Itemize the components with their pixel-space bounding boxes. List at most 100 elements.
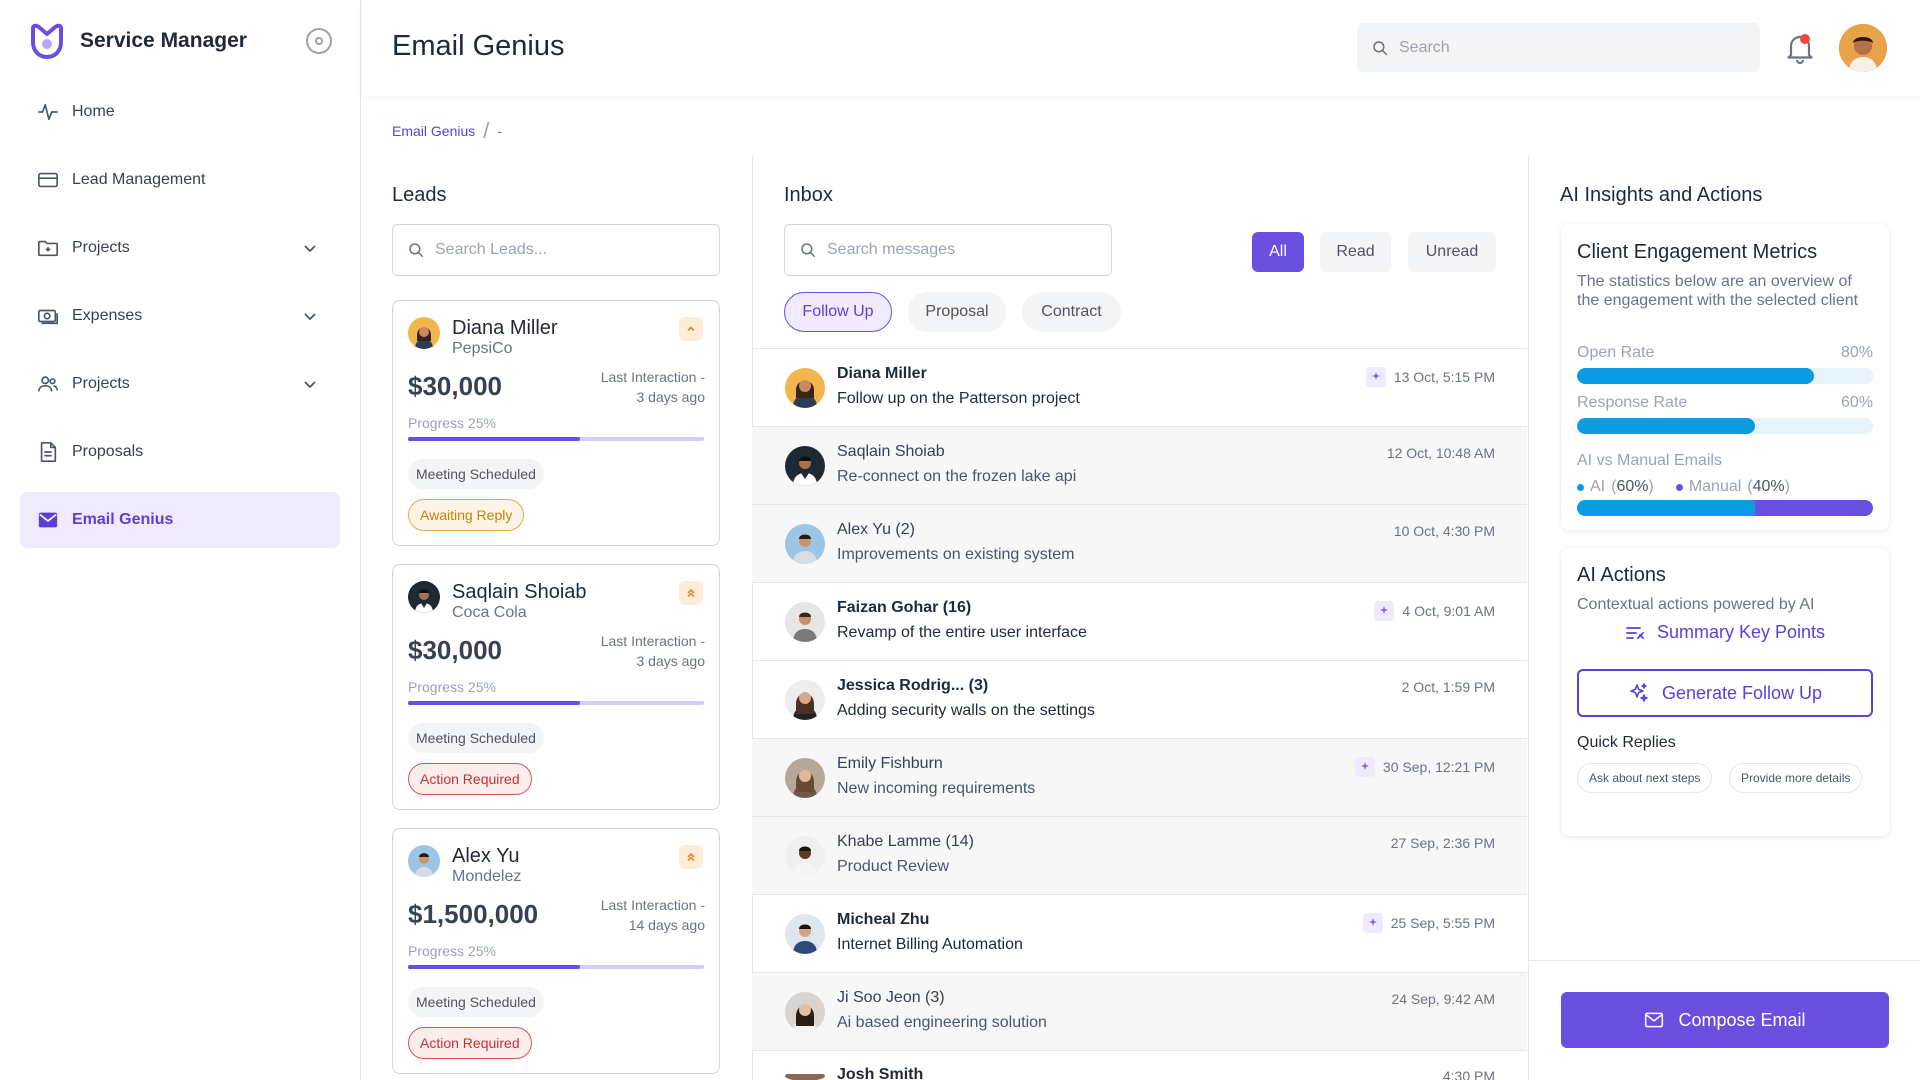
- lead-progress-label: Progress 25%: [408, 415, 496, 431]
- breadcrumb-current: -: [497, 123, 503, 139]
- quick-reply-chip[interactable]: Ask about next steps: [1577, 763, 1713, 793]
- engagement-metrics-card: Client Engagement Metrics The statistics…: [1561, 224, 1889, 530]
- chevron-down-icon[interactable]: [302, 376, 318, 392]
- quick-reply-chip[interactable]: Provide more details: [1729, 763, 1863, 793]
- filter-unread-button[interactable]: Unread: [1408, 232, 1496, 272]
- ai-vs-manual-legend: AI (60%) Manual (40%): [1577, 478, 1790, 496]
- message-row[interactable]: Saqlain Shoiab Re-connect on the frozen …: [752, 426, 1527, 504]
- filter-read-button[interactable]: Read: [1320, 232, 1391, 272]
- message-time: 2 Oct, 1:59 PM: [1401, 679, 1495, 695]
- manual-legend-value: 40%: [1752, 478, 1785, 495]
- leads-search[interactable]: [392, 224, 720, 276]
- message-row[interactable]: Micheal Zhu Internet Billing Automation …: [752, 894, 1527, 972]
- message-row[interactable]: Alex Yu (2) Improvements on existing sys…: [752, 504, 1527, 582]
- message-time: 10 Oct, 4:30 PM: [1393, 523, 1495, 539]
- message-subject: Adding security walls on the settings: [837, 702, 1095, 719]
- leads-title: Leads: [392, 184, 447, 206]
- sidebar-item-lead-management[interactable]: Lead Management: [20, 152, 340, 208]
- ai-vs-manual-label: AI vs Manual Emails: [1577, 452, 1722, 469]
- inbox-search[interactable]: [784, 224, 1112, 276]
- leads-search-input[interactable]: [435, 241, 695, 259]
- breadcrumb-link[interactable]: Email Genius: [392, 123, 476, 139]
- message-row[interactable]: Emily Fishburn New incoming requirements…: [752, 738, 1527, 816]
- compose-email-button[interactable]: Compose Email: [1561, 992, 1889, 1048]
- brand[interactable]: Service Manager: [28, 22, 247, 60]
- sidebar-collapse-button[interactable]: [306, 28, 332, 54]
- lead-progress-bar: [408, 437, 704, 441]
- filter-all-button[interactable]: All: [1252, 232, 1304, 272]
- inbox-title: Inbox: [784, 184, 833, 206]
- lead-last-value: 3 days ago: [636, 653, 706, 669]
- mail-icon: [1645, 1012, 1664, 1028]
- message-time: 27 Sep, 2:36 PM: [1390, 835, 1495, 851]
- message-subject: Improvements on existing system: [837, 546, 1075, 563]
- message-sender: Emily Fishburn: [837, 755, 943, 772]
- lead-progress-fill: [408, 965, 580, 969]
- open-rate-label: Open Rate: [1577, 344, 1655, 361]
- message-sender: Faizan Gohar (16): [837, 599, 972, 616]
- category-follow-up[interactable]: Follow Up: [784, 292, 892, 332]
- sparkle-icon: [1354, 757, 1375, 777]
- message-row[interactable]: Faizan Gohar (16) Revamp of the entire u…: [752, 582, 1527, 660]
- compose-email-label: Compose Email: [1678, 1009, 1806, 1030]
- generate-follow-up-label: Generate Follow Up: [1661, 682, 1823, 703]
- status-badge: Action Required: [408, 763, 532, 795]
- category-proposal[interactable]: Proposal: [908, 292, 1006, 332]
- breadcrumb-separator: /: [483, 118, 490, 143]
- summary-key-points-button[interactable]: Summary Key Points: [1561, 622, 1889, 643]
- sidebar-item-proposals[interactable]: Proposals: [20, 424, 340, 480]
- avatar: [785, 758, 825, 798]
- message-subject: Revamp of the entire user interface: [837, 624, 1087, 641]
- ai-legend-dot: [1577, 483, 1584, 491]
- global-search-input[interactable]: [1399, 38, 1739, 57]
- message-time: 24 Sep, 9:42 AM: [1391, 991, 1495, 1007]
- category-contract[interactable]: Contract: [1022, 292, 1121, 332]
- message-row[interactable]: Jessica Rodrig... (3) Adding security wa…: [752, 660, 1527, 738]
- chevron-down-icon[interactable]: [302, 240, 318, 256]
- message-row[interactable]: Ji Soo Jeon (3) Ai based engineering sol…: [752, 972, 1527, 1050]
- generate-follow-up-button[interactable]: Generate Follow Up: [1577, 669, 1873, 717]
- brand-logo-icon: [31, 23, 63, 59]
- money-icon: [36, 304, 60, 328]
- avatar: [785, 1071, 825, 1080]
- sidebar-item-expenses[interactable]: Expenses: [20, 288, 340, 344]
- search-icon: [1373, 40, 1388, 55]
- avatar: [785, 992, 825, 1032]
- lead-card[interactable]: Saqlain Shoiab Coca Cola $30,000 Last In…: [392, 564, 720, 810]
- lead-card[interactable]: Diana Miller PepsiCo $30,000 Last Intera…: [392, 300, 720, 546]
- message-subject: New incoming requirements: [837, 780, 1036, 797]
- card-icon: [36, 168, 60, 192]
- search-icon: [801, 243, 816, 258]
- sidebar-item-projects[interactable]: Projects: [20, 220, 340, 276]
- lead-last-interaction: Last Interaction - 14 days ago: [565, 895, 705, 935]
- lead-last-label: Last Interaction -: [600, 897, 705, 913]
- message-sender: Alex Yu (2): [837, 521, 915, 538]
- message-row[interactable]: Josh Smith 4:30 PM: [752, 1050, 1527, 1080]
- response-rate-bar: [1577, 418, 1873, 434]
- lead-progress-label: Progress 25%: [408, 679, 496, 695]
- global-search[interactable]: [1357, 23, 1760, 72]
- chevron-down-icon[interactable]: [302, 308, 318, 324]
- inbox-search-input[interactable]: [827, 241, 1087, 259]
- open-rate-value: 80%: [1840, 344, 1873, 361]
- sidebar-item-home[interactable]: Home: [20, 84, 340, 140]
- sidebar-item-projects-team[interactable]: Projects: [20, 356, 340, 412]
- sparkle-icon: [1630, 683, 1648, 702]
- ai-actions-card: AI Actions Contextual actions powered by…: [1561, 548, 1889, 836]
- sidebar-item-email-genius[interactable]: Email Genius: [20, 492, 340, 548]
- message-row[interactable]: Khabe Lamme (14) Product Review 27 Sep, …: [752, 816, 1527, 894]
- lead-card[interactable]: Alex Yu Mondelez $1,500,000 Last Interac…: [392, 828, 720, 1074]
- message-meta: 2 Oct, 1:59 PM: [1402, 679, 1495, 695]
- message-meta: 4:30 PM: [1443, 1068, 1495, 1080]
- lead-amount: $1,500,000: [408, 899, 539, 929]
- priority-badge: [679, 317, 703, 341]
- lead-progress-bar: [408, 701, 704, 705]
- sidebar-item-label: Home: [72, 103, 115, 120]
- sidebar-item-label: Projects: [72, 239, 130, 256]
- user-avatar[interactable]: [1839, 24, 1887, 72]
- message-sender: Khabe Lamme (14): [837, 833, 974, 850]
- priority-badge: [679, 581, 703, 605]
- avatar: [408, 581, 440, 613]
- message-row[interactable]: Diana Miller Follow up on the Patterson …: [752, 348, 1527, 426]
- message-subject: Internet Billing Automation: [837, 936, 1023, 953]
